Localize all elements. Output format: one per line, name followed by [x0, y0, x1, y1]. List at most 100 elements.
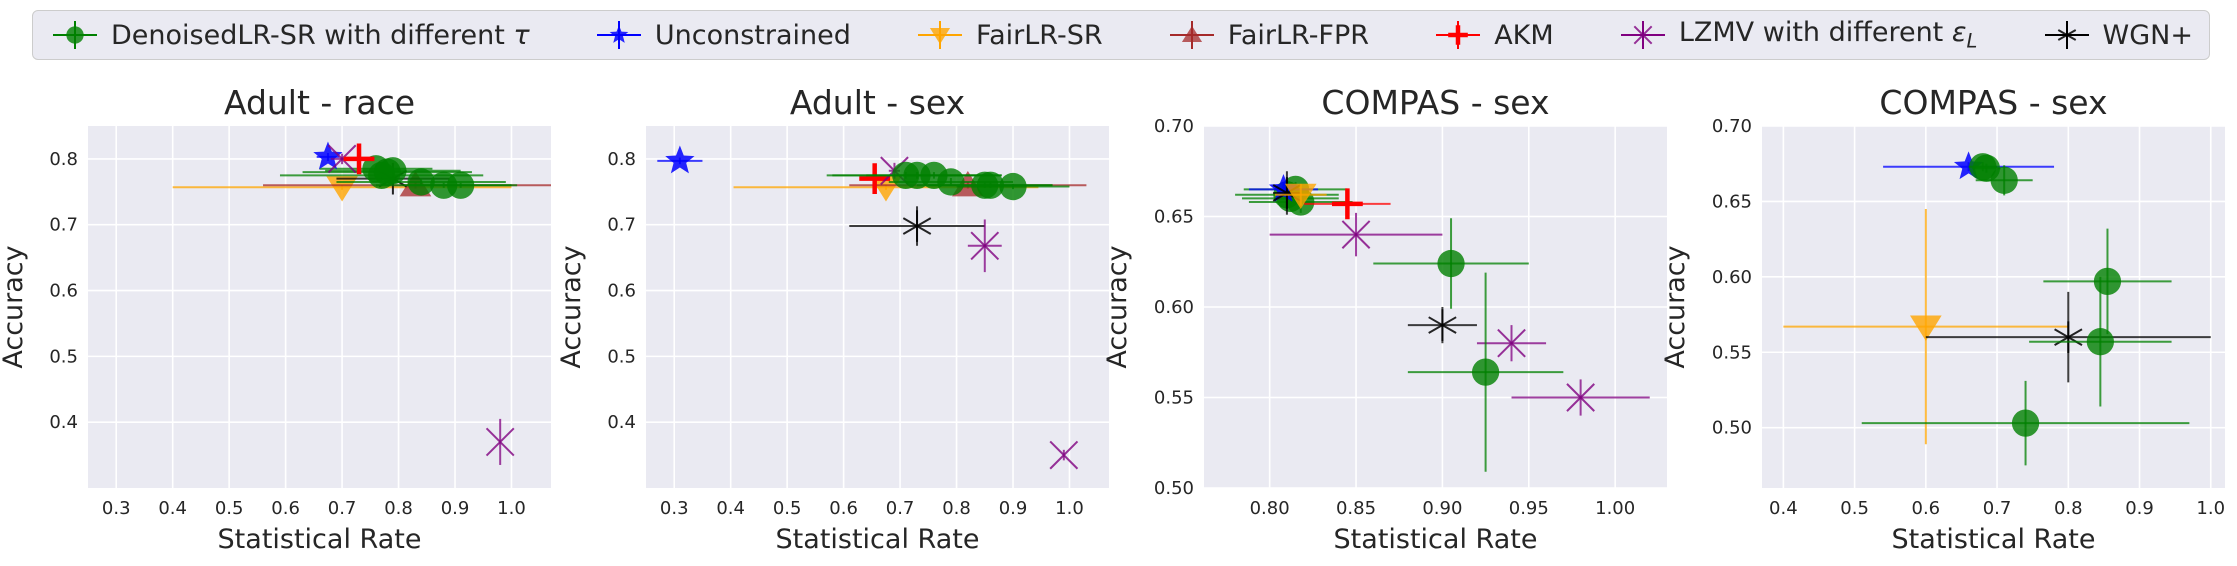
y-tick-label: 0.5 — [607, 346, 636, 367]
legend-marker-denoised — [66, 26, 84, 44]
marker-fairsr — [1284, 183, 1317, 210]
x-tick-label: 0.85 — [1336, 498, 1376, 519]
y-tick-label: 0.5 — [49, 346, 78, 367]
x-tick-label: 0.8 — [942, 498, 971, 519]
marker-denoised — [2093, 267, 2122, 295]
data-point-wgn — [849, 206, 985, 246]
data-layer — [1235, 171, 1650, 472]
y-tick-label: 0.55 — [1154, 388, 1194, 409]
marker-lzmv — [1049, 440, 1079, 470]
legend-label-denoised: DenoisedLR-SR with different τ — [111, 19, 530, 51]
legend-item-unconstrained: Unconstrained — [593, 15, 851, 55]
legend-math-lzmv: ε — [1951, 17, 1967, 49]
marker-denoised — [1990, 166, 2018, 194]
y-tick-label: 0.65 — [1712, 191, 1752, 212]
legend-label-akm: AKM — [1494, 19, 1554, 51]
data-point-denoised — [336, 168, 506, 196]
data-point-lzmv — [1511, 379, 1650, 416]
panel-1: 0.3 0.4 0.5 0.6 0.7 0.8 0.9 1.0 0.4 0.5 0.6 0.7 0.8 A… — [0, 83, 551, 555]
marker-lzmv — [1566, 383, 1595, 412]
chart-title: COMPAS - sex — [1879, 83, 2107, 122]
y-tick-label: 0.70 — [1712, 116, 1752, 137]
marker-wgn — [902, 210, 932, 242]
legend-marker-unconstrained — [609, 25, 629, 43]
legend-swatch-fairsr — [918, 21, 963, 49]
marker-akm — [343, 143, 375, 175]
data-point-lzmv — [1269, 212, 1443, 257]
x-tick-label: 0.7 — [1983, 498, 2012, 519]
legend-swatch-fairfpr — [1169, 21, 1214, 49]
y-tick-label: 0.8 — [49, 149, 78, 170]
plot-area — [88, 126, 551, 488]
x-tick-label: 0.6 — [271, 498, 300, 519]
x-axis-label: Statistical Rate — [776, 524, 980, 555]
legend-swatch-unconstrained — [596, 21, 641, 49]
data-point-unconstrained — [657, 145, 703, 174]
x-tick-label: 1.00 — [1595, 498, 1635, 519]
x-tick-label: 1.0 — [1055, 498, 1084, 519]
y-tick-label: 0.55 — [1712, 342, 1752, 363]
legend-math-sub-lzmv: L — [1966, 29, 1978, 53]
data-point-denoised — [956, 172, 1070, 201]
y-tick-label: 0.4 — [607, 412, 636, 433]
legend-marker-fairsr — [929, 27, 951, 45]
x-tick-label: 0.7 — [328, 498, 357, 519]
panel-4: 0.4 0.5 0.6 0.7 0.8 0.9 1.0 0.50 0.55 0.60 0.65 0.7… — [1660, 83, 2225, 555]
marker-akm — [859, 163, 891, 195]
y-tick-label: 0.65 — [1154, 207, 1194, 228]
data-layer — [172, 141, 551, 465]
y-tick-label: 0.50 — [1712, 418, 1752, 439]
panel-2: 0.3 0.4 0.5 0.6 0.7 0.8 0.9 1.0 0.4 0.5 0.6 0.7 0.8 A… — [556, 83, 1109, 555]
y-tick-label: 0.4 — [49, 412, 78, 433]
x-axis-label: Statistical Rate — [1892, 524, 2096, 555]
marker-lzmv — [1497, 328, 1526, 358]
data-point-akm — [343, 143, 375, 175]
chart-title: COMPAS - sex — [1321, 83, 1549, 122]
y-axis-label: Accuracy — [1102, 245, 1133, 368]
x-tick-label: 0.9 — [441, 498, 470, 519]
legend-swatch-denoised — [53, 21, 97, 49]
x-tick-label: 0.6 — [829, 498, 858, 519]
marker-unconstrained — [313, 141, 343, 170]
y-tick-label: 0.7 — [49, 215, 78, 236]
y-tick-label: 0.6 — [49, 281, 78, 302]
data-point-unconstrained — [313, 141, 343, 170]
legend-marker-lzmv — [1633, 25, 1653, 45]
data-point-denoised — [1861, 380, 2190, 466]
data-point-fairsr — [1783, 208, 2069, 445]
y-tick-label: 0.7 — [607, 215, 636, 236]
y-axis-label: Accuracy — [1660, 245, 1691, 368]
x-tick-label: 0.4 — [1769, 498, 1798, 519]
data-point-lzmv — [1049, 440, 1079, 470]
legend-math-denoised: τ — [513, 19, 530, 51]
marker-unconstrained — [1268, 173, 1299, 202]
marker-denoised — [2086, 328, 2114, 356]
legend-label-lzmv: LZMV with different εL — [1678, 17, 1978, 53]
x-tick-label: 0.9 — [999, 498, 1028, 519]
data-point-denoised — [928, 171, 1053, 199]
marker-unconstrained — [1953, 151, 1984, 180]
legend-marker-wgn — [2057, 24, 2076, 46]
x-axis-label: Statistical Rate — [1334, 524, 1538, 555]
data-point-lzmv — [485, 418, 515, 465]
legend-swatch-akm — [1436, 21, 1481, 49]
y-tick-label: 0.50 — [1154, 478, 1194, 499]
marker-fairsr — [1909, 315, 1942, 341]
x-tick-label: 0.3 — [102, 498, 131, 519]
x-tick-label: 1.0 — [497, 498, 526, 519]
marker-denoised — [379, 157, 407, 185]
x-tick-label: 0.3 — [660, 498, 689, 519]
legend-item-denoised: DenoisedLR-SR with different τ — [49, 15, 530, 55]
legend-marker-akm — [1448, 25, 1468, 45]
x-tick-label: 0.8 — [384, 498, 413, 519]
data-point-denoised — [2029, 276, 2172, 407]
legend-label-unconstrained: Unconstrained — [654, 19, 851, 51]
legend-label-fairfpr: FairLR-FPR — [1227, 19, 1370, 51]
marker-denoised — [407, 168, 435, 196]
x-tick-label: 0.7 — [886, 498, 915, 519]
x-tick-label: 0.5 — [773, 498, 802, 519]
x-tick-label: 1.0 — [2196, 498, 2225, 519]
marker-denoised — [976, 171, 1005, 199]
